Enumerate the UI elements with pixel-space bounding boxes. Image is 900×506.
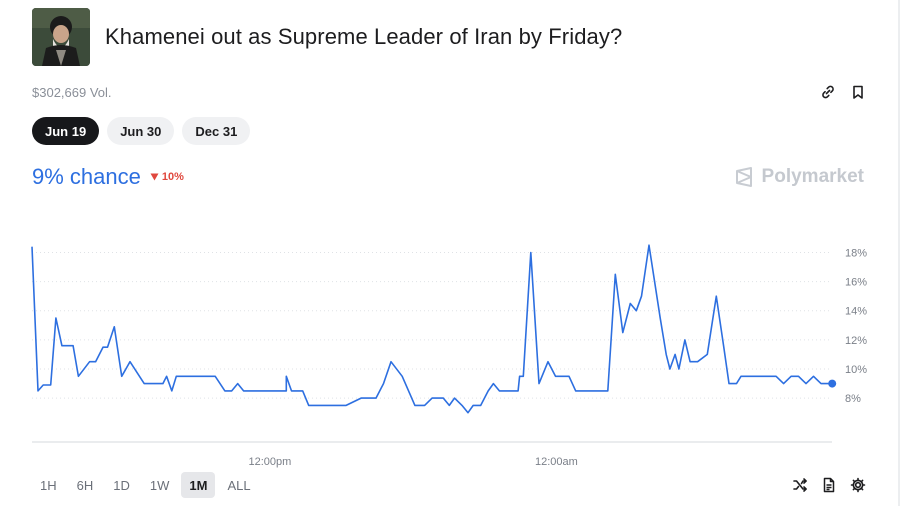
chance-summary: 9% chance 10%: [32, 164, 184, 190]
chart-actions: [792, 477, 866, 493]
polymarket-logo-icon: [735, 167, 752, 187]
market-header: Khamenei out as Supreme Leader of Iran b…: [32, 8, 622, 66]
range-tab-1w[interactable]: 1W: [149, 477, 170, 493]
market-title: Khamenei out as Supreme Leader of Iran b…: [105, 24, 623, 49]
y-tick-label: 14%: [845, 306, 867, 318]
scrollbar-track[interactable]: [898, 0, 900, 506]
y-tick-label: 10%: [845, 364, 867, 376]
chance-delta: 10%: [150, 171, 184, 183]
series-endpoint: [828, 379, 837, 388]
range-tab-6h[interactable]: 6H: [76, 477, 94, 493]
shuffle-icon[interactable]: [792, 477, 808, 493]
bookmark-icon[interactable]: [850, 84, 866, 100]
x-tick-label: 12:00pm: [248, 456, 291, 468]
range-tab-1m[interactable]: 1M: [181, 472, 216, 498]
market-avatar: [32, 8, 90, 66]
probability-chart[interactable]: 18% 16% 14% 12% 10% 8% 12:00pm 12:00am: [0, 210, 900, 480]
series-line: [31, 244, 833, 414]
x-tick-label: 12:00am: [535, 456, 578, 468]
link-icon[interactable]: [820, 84, 836, 100]
volume-label: $302,669 Vol.: [32, 85, 112, 100]
y-tick-label: 16%: [845, 277, 867, 289]
gear-icon[interactable]: [850, 477, 866, 493]
range-tab-all[interactable]: ALL: [227, 477, 251, 493]
range-tab-1h[interactable]: 1H: [40, 477, 57, 493]
document-icon[interactable]: [821, 477, 837, 493]
y-tick-label: 12%: [845, 335, 867, 347]
down-triangle-icon: [150, 173, 159, 181]
date-tab-dec-31[interactable]: Dec 31: [182, 117, 251, 145]
end-date-tabs: Jun 19 Jun 30 Dec 31: [32, 117, 251, 145]
brand-name: Polymarket: [761, 166, 864, 187]
y-tick-label: 18%: [845, 247, 867, 259]
chance-value: 9% chance: [32, 164, 141, 189]
market-actions: [820, 84, 866, 100]
y-tick-label: 8%: [845, 393, 861, 405]
range-tab-1d[interactable]: 1D: [113, 477, 130, 493]
portrait-image: [32, 8, 90, 66]
date-tab-jun-19[interactable]: Jun 19: [32, 117, 100, 145]
chance-delta-value: 10%: [161, 171, 184, 183]
brand-watermark: Polymarket: [733, 166, 864, 188]
time-range-tabs: 1H 6H 1D 1W 1M ALL: [32, 472, 259, 498]
date-tab-jun-30[interactable]: Jun 30: [107, 117, 175, 145]
